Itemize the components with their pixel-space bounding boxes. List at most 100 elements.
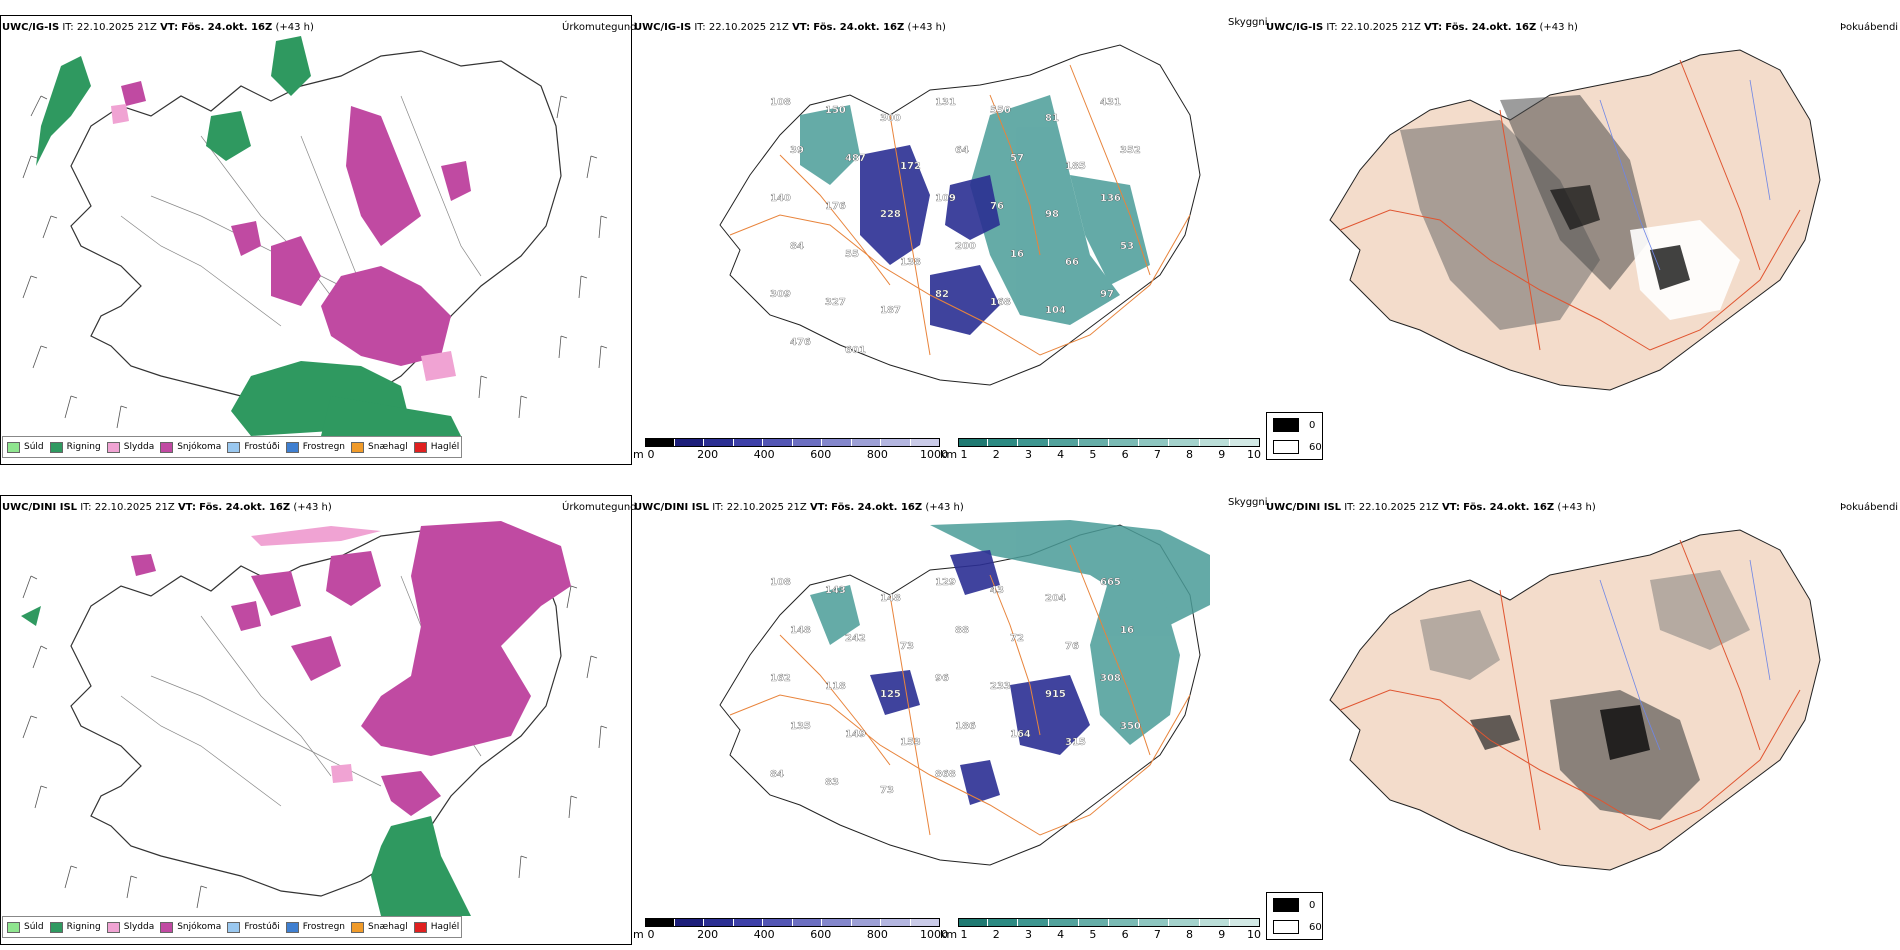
- visibility-value-label: 72: [1010, 633, 1024, 644]
- legend-swatch: [413, 921, 427, 933]
- colorbar-segment: [733, 438, 763, 447]
- visibility-value-label: 64: [955, 145, 969, 156]
- vt-value: Fös. 24.okt. 16Z: [1463, 502, 1555, 513]
- legend-label: Snjókoma: [177, 922, 222, 932]
- visibility-value-label: 168: [990, 297, 1011, 308]
- precip-map-row1: [22, 36, 608, 436]
- colorbar-tick-label: 4: [1057, 928, 1065, 941]
- colorbar-segment: [792, 918, 822, 927]
- fog-legend-min: 0: [1309, 899, 1316, 911]
- visibility-value-label: 200: [955, 241, 976, 252]
- visibility-value-label: 16: [1010, 249, 1024, 260]
- visibility-shading: [800, 95, 1150, 325]
- legend-label: Rigning: [66, 922, 101, 932]
- header-cloud-row2: UWC/DINI ISL IT: 22.10.2025 21Z VT: Fös.…: [1266, 502, 1596, 513]
- visibility-value-label: 352: [1120, 145, 1141, 156]
- lead-time: (+43 h): [1539, 22, 1578, 33]
- visibility-value-label: 108: [770, 97, 791, 108]
- colorbar-tick-label: 200: [697, 448, 719, 461]
- visibility-value-label: 300: [880, 113, 901, 124]
- visibility-value-label: 665: [1100, 577, 1121, 588]
- visibility-value-label: 135: [790, 721, 811, 732]
- colorbar-segment: [674, 438, 704, 447]
- visibility-value-label: 476: [790, 337, 811, 348]
- colorbar-segment: [792, 438, 822, 447]
- precip-legend-item: Frostúði: [227, 441, 280, 453]
- colorbar-tick-label: 0: [647, 448, 655, 461]
- colorbar-tick-label: 5: [1089, 448, 1097, 461]
- legend-swatch: [227, 441, 241, 453]
- visibility-value-label: 84: [790, 241, 804, 252]
- visibility-value-label: 164: [1010, 729, 1031, 740]
- visibility-unit: km: [940, 448, 958, 461]
- header-cloud-row1: UWC/IG-IS IT: 22.10.2025 21Z VT: Fös. 24…: [1266, 22, 1578, 33]
- colorbar-tick-label: 8: [1186, 928, 1194, 941]
- visibility-value-label: 487: [845, 153, 866, 164]
- visibility-value-label: 242: [845, 633, 866, 644]
- precip-legend-item: Rigning: [49, 921, 101, 933]
- vt-label: VT:: [1441, 502, 1460, 513]
- legend-label: Snjókoma: [177, 442, 222, 452]
- colorbar-tick-label: 1000: [920, 928, 948, 941]
- colorbar-segment: [1199, 918, 1230, 927]
- colorbar-tick-label: 10: [1247, 448, 1261, 461]
- lead-time: (+43 h): [275, 22, 314, 33]
- it-value: 22.10.2025 21Z: [708, 22, 789, 33]
- legend-swatch: [160, 921, 174, 933]
- colorbar-segment: [1109, 438, 1140, 447]
- visibility-value-label: 16: [1120, 625, 1134, 636]
- visibility-value-labels: 108 143 148 129 43 204 665 148 242 73 88 72 76 16 162 1…: [770, 577, 1141, 796]
- colorbar-tick-label: 3: [1024, 928, 1032, 941]
- panel-title-precip: Úrkomutegund: [562, 22, 637, 33]
- vt-label: VT:: [809, 502, 828, 513]
- it-value: 22.10.2025 21Z: [1358, 502, 1439, 513]
- legend-label: Súld: [24, 922, 44, 932]
- model-name: UWC/IG-IS: [2, 22, 60, 33]
- vt-label: VT:: [1424, 22, 1443, 33]
- panel-title-precip: Úrkomutegund: [562, 502, 637, 513]
- visibility-value-label: 118: [825, 681, 846, 692]
- precip-legend-item: Súld: [7, 441, 44, 453]
- colorbar-tick-label: 5: [1089, 928, 1097, 941]
- fog-legend-max: 60: [1309, 441, 1322, 453]
- visibility-value-label: 82: [935, 289, 949, 300]
- visibility-value-label: 327: [825, 297, 846, 308]
- lead-time: (+43 h): [925, 502, 964, 513]
- ceiling-colorbar-row2: m 0 200 400 600 800 1000: [633, 918, 948, 942]
- colorbar-segment: [645, 918, 675, 927]
- legend-swatch: [413, 441, 427, 453]
- precip-rain: [21, 606, 471, 916]
- visibility-value-label: 53: [1120, 241, 1134, 252]
- legend-label: Frostúði: [244, 922, 280, 932]
- colorbar-segment: [1048, 918, 1079, 927]
- model-name: UWC/DINI ISL: [634, 502, 710, 513]
- precip-legend-item: Snjókoma: [160, 921, 222, 933]
- visibility-value-label: 97: [1100, 289, 1114, 300]
- colorbar-segment: [1199, 438, 1230, 447]
- colorbar-tick-label: 9: [1218, 928, 1226, 941]
- legend-label: Snæhagl: [368, 442, 408, 452]
- colorbar-segment: [1078, 918, 1109, 927]
- header-vis-row2: UWC/DINI ISL IT: 22.10.2025 21Z VT: Fös.…: [634, 502, 964, 513]
- precip-legend-item: Snæhagl: [351, 441, 408, 453]
- colorbar-tick-label: 0: [647, 928, 655, 941]
- model-name: UWC/IG-IS: [1266, 22, 1324, 33]
- visibility-value-label: 228: [880, 209, 901, 220]
- cloud-map-row1: [1329, 49, 1821, 391]
- colorbar-segment: [1169, 918, 1200, 927]
- ceiling-unit: m: [633, 448, 644, 461]
- header-precip-row1: UWC/IG-IS IT: 22.10.2025 21Z VT: Fös. 24…: [2, 22, 314, 33]
- model-name: UWC/IG-IS: [634, 22, 692, 33]
- visibility-value-label: 84: [770, 769, 784, 780]
- colorbar-tick-label: 6: [1121, 928, 1129, 941]
- vt-label: VT:: [792, 22, 811, 33]
- visibility-value-label: 140: [770, 193, 791, 204]
- it-value: 22.10.2025 21Z: [1340, 22, 1421, 33]
- visibility-map-row1: 108 150 300 131 550 81 431 39 487 172 64 57 185 352 14…: [719, 44, 1201, 386]
- colorbar-segment: [704, 438, 734, 447]
- legend-label: Súld: [24, 442, 44, 452]
- colorbar-tick-label: 400: [753, 448, 775, 461]
- visibility-value-label: 550: [990, 105, 1011, 116]
- colorbar-tick-label: 6: [1121, 448, 1129, 461]
- colorbar-tick-label: 800: [866, 928, 888, 941]
